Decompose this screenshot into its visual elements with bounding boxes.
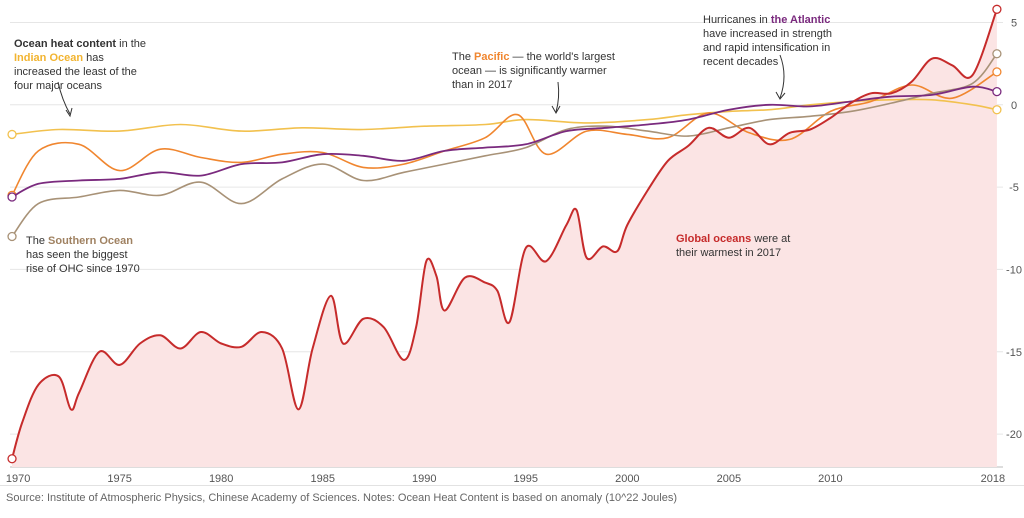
y-axis-ticks: 5 0 -5 -10 -15 -20 <box>1006 17 1022 441</box>
global-area <box>12 9 997 468</box>
global-area-fill <box>12 9 997 468</box>
southern-end-point <box>992 49 1002 59</box>
global-line <box>11 8 998 460</box>
global-end-point <box>992 4 1002 14</box>
annotation-global-post: were at their warmest in 2017 <box>676 233 791 259</box>
x-axis-ticks: 1970 1975 1980 1985 1990 1995 2000 2005 2010 2018 <box>6 473 1005 485</box>
atlantic-start-point <box>7 192 17 202</box>
footer-divider <box>0 485 1024 486</box>
annotation-pacific-pre: The <box>452 51 475 63</box>
annotation-indian-post: has increased the least of the four majo… <box>14 52 137 92</box>
x-tick-label: 2000 <box>615 473 639 485</box>
annotation-global-hl: Global oceans <box>676 233 752 245</box>
source-note: Source: Institute of Atmospheric Physics… <box>6 492 678 504</box>
annotation-indian-bold: Ocean heat content <box>14 38 117 50</box>
annotation-indian-hl: Indian Ocean <box>14 52 84 64</box>
annotation-southern-hl: Southern Ocean <box>48 235 133 247</box>
annotation-southern-pre: The <box>26 235 49 247</box>
global-start-point <box>7 454 17 464</box>
y-tick-label: 5 <box>1011 17 1017 29</box>
annotation-atlantic-post: have increased in strength and rapid int… <box>703 28 833 68</box>
atlantic-end-point <box>992 86 1002 97</box>
indian-arrowhead <box>65 107 73 118</box>
annotation-southern-post: has seen the biggest rise of OHC since 1… <box>26 249 140 275</box>
annotation-pacific-hl: Pacific <box>474 51 510 63</box>
southern-start-point <box>7 231 17 242</box>
atlantic-arrowhead <box>775 91 786 100</box>
y-tick-label: -5 <box>1009 182 1019 194</box>
indian-end-point <box>992 105 1002 115</box>
annotation-pacific: The Pacific — the world's largest ocean … <box>452 50 622 92</box>
annotation-arrows <box>57 54 786 118</box>
annotation-southern: The Southern Ocean has seen the biggest … <box>26 234 141 276</box>
indian-line <box>11 98 998 136</box>
pacific-arrow <box>555 81 560 113</box>
annotation-indian: Ocean heat content in the Indian Ocean h… <box>14 37 149 93</box>
x-tick-label: 1980 <box>209 473 233 485</box>
y-tick-label: 0 <box>1011 100 1017 112</box>
pacific-end-point <box>992 67 1002 77</box>
southern-line <box>11 52 998 238</box>
atlantic-arrow <box>779 54 785 99</box>
indian-start-point <box>7 129 17 140</box>
x-tick-label: 1970 <box>6 473 30 485</box>
pacific-arrowhead <box>551 105 561 115</box>
x-tick-label: 1995 <box>514 473 538 485</box>
annotation-atlantic-pre: Hurricanes in <box>703 14 771 26</box>
indian-arrow <box>57 81 71 115</box>
y-tick-label: -10 <box>1006 264 1022 276</box>
pacific-line <box>11 71 998 197</box>
annotation-pacific-post: — the world's largest ocean — is signifi… <box>452 51 615 91</box>
x-tick-label: 2005 <box>717 473 741 485</box>
atlantic-line <box>11 85 998 198</box>
x-tick-label: 1990 <box>412 473 436 485</box>
x-tick-label: 1985 <box>310 473 334 485</box>
annotation-atlantic: Hurricanes in the Atlantic have increase… <box>703 13 853 69</box>
series-lines <box>7 4 1002 464</box>
annotation-indian-pre: in the <box>116 38 147 50</box>
x-tick-label: 2010 <box>818 473 842 485</box>
y-tick-label: -20 <box>1006 429 1022 441</box>
y-tick-label: -15 <box>1006 347 1022 359</box>
x-tick-label: 1975 <box>107 473 131 485</box>
annotation-global: Global oceans were at their warmest in 2… <box>676 232 801 260</box>
annotation-atlantic-hl: the Atlantic <box>770 14 831 26</box>
x-tick-label: 2018 <box>981 473 1005 485</box>
